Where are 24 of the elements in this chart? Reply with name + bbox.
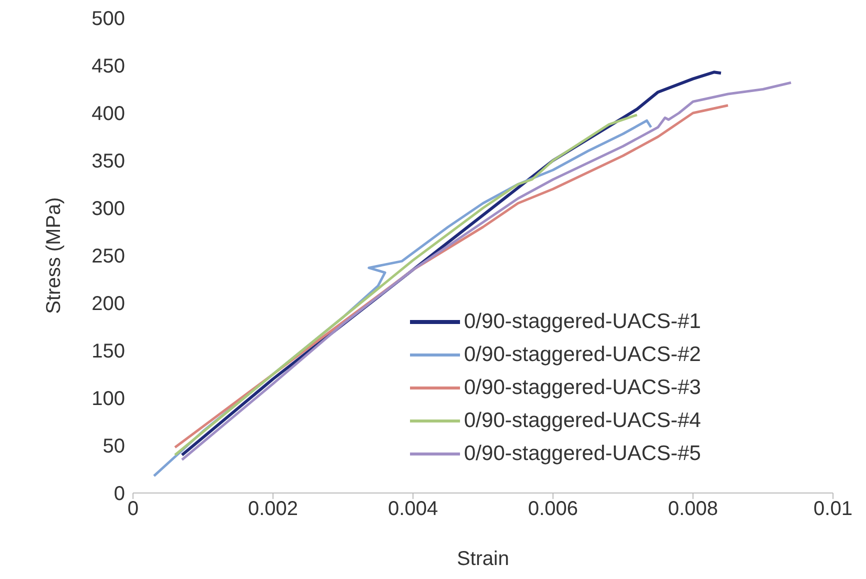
legend-label: 0/90-staggered-UACS-#5 [464,442,701,466]
y-tick-label: 350 [92,150,125,173]
y-tick-label: 150 [92,340,125,363]
y-tick-label: 400 [92,103,125,126]
x-tick-label: 0 [127,498,139,520]
y-tick-label: 250 [92,246,125,268]
y-tick-label: 450 [92,56,125,78]
y-tick-label: 100 [92,388,125,410]
legend-label: 0/90-staggered-UACS-#2 [464,343,701,367]
y-axis-title: Stress (MPa) [43,197,66,314]
x-tick-label: 0.008 [668,498,718,520]
x-tick-label: 0.002 [248,498,298,520]
y-tick-label: 500 [92,8,125,30]
x-axis-title: Strain [456,548,510,570]
legend-label: 0/90-staggered-UACS-#1 [464,310,701,334]
x-tick-label: 0.004 [388,498,438,520]
x-tick-label: 0.006 [528,498,578,520]
legend-label: 0/90-staggered-UACS-#3 [464,376,701,400]
y-tick-label: 300 [92,198,125,220]
legend-label: 0/90-staggered-UACS-#4 [464,409,701,433]
y-tick-label: 50 [102,436,125,458]
x-tick-label: 0.01 [814,498,852,520]
y-tick-label: 0 [114,483,125,506]
y-tick-label: 200 [92,293,125,316]
